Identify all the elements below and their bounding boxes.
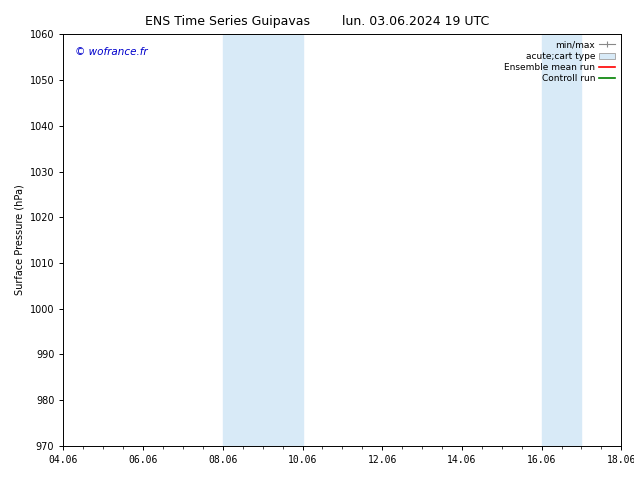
Bar: [541, 34, 562, 446]
Bar: [562, 34, 581, 446]
Y-axis label: Surface Pressure (hPa): Surface Pressure (hPa): [14, 185, 24, 295]
Bar: [223, 34, 262, 446]
Bar: [262, 34, 302, 446]
Text: © wofrance.fr: © wofrance.fr: [75, 47, 147, 57]
Text: ENS Time Series Guipavas        lun. 03.06.2024 19 UTC: ENS Time Series Guipavas lun. 03.06.2024…: [145, 15, 489, 28]
Legend: min/max, acute;cart type, Ensemble mean run, Controll run: min/max, acute;cart type, Ensemble mean …: [502, 39, 617, 85]
